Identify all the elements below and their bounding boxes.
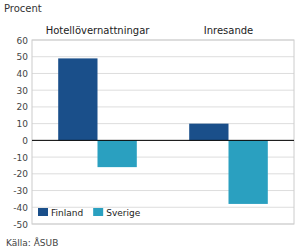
legend-swatch xyxy=(93,208,103,216)
y-tick-label: -30 xyxy=(13,186,28,196)
bar xyxy=(58,58,97,140)
y-tick-label: -20 xyxy=(13,169,28,179)
legend-label: Sverige xyxy=(106,208,140,218)
grid-line xyxy=(32,56,294,57)
y-tick-label: 10 xyxy=(17,119,29,129)
legend-label: Finland xyxy=(51,208,83,218)
chart: Procent -50 -40 -30 -20 -10 0 10 20 30 40 50 60 Hotel… xyxy=(0,0,302,252)
legend: Finland Sverige xyxy=(38,208,141,218)
bars xyxy=(58,58,268,204)
bar xyxy=(98,140,137,167)
y-tick-label: -40 xyxy=(13,203,28,213)
plot-frame xyxy=(32,40,294,224)
y-axis-label: Procent xyxy=(4,3,42,14)
y-tick-label: 30 xyxy=(17,86,29,96)
category-label: Hotellövernattningar xyxy=(46,25,151,36)
y-tick-label: -10 xyxy=(13,153,28,163)
legend-swatch xyxy=(38,208,48,216)
y-tick-label: 20 xyxy=(17,102,29,112)
y-tick-label: 0 xyxy=(22,136,28,146)
bar xyxy=(189,124,228,141)
zero-line xyxy=(32,140,294,141)
bar xyxy=(229,140,268,204)
category-label: Inresande xyxy=(204,25,254,36)
y-tick-label: 50 xyxy=(17,52,29,62)
y-tick-label: -50 xyxy=(13,220,28,230)
grid-line xyxy=(32,140,294,141)
y-tick-label: 40 xyxy=(17,69,29,79)
y-tick-label: 60 xyxy=(17,36,29,46)
annotation: Källa: ÅSUB xyxy=(6,237,58,248)
